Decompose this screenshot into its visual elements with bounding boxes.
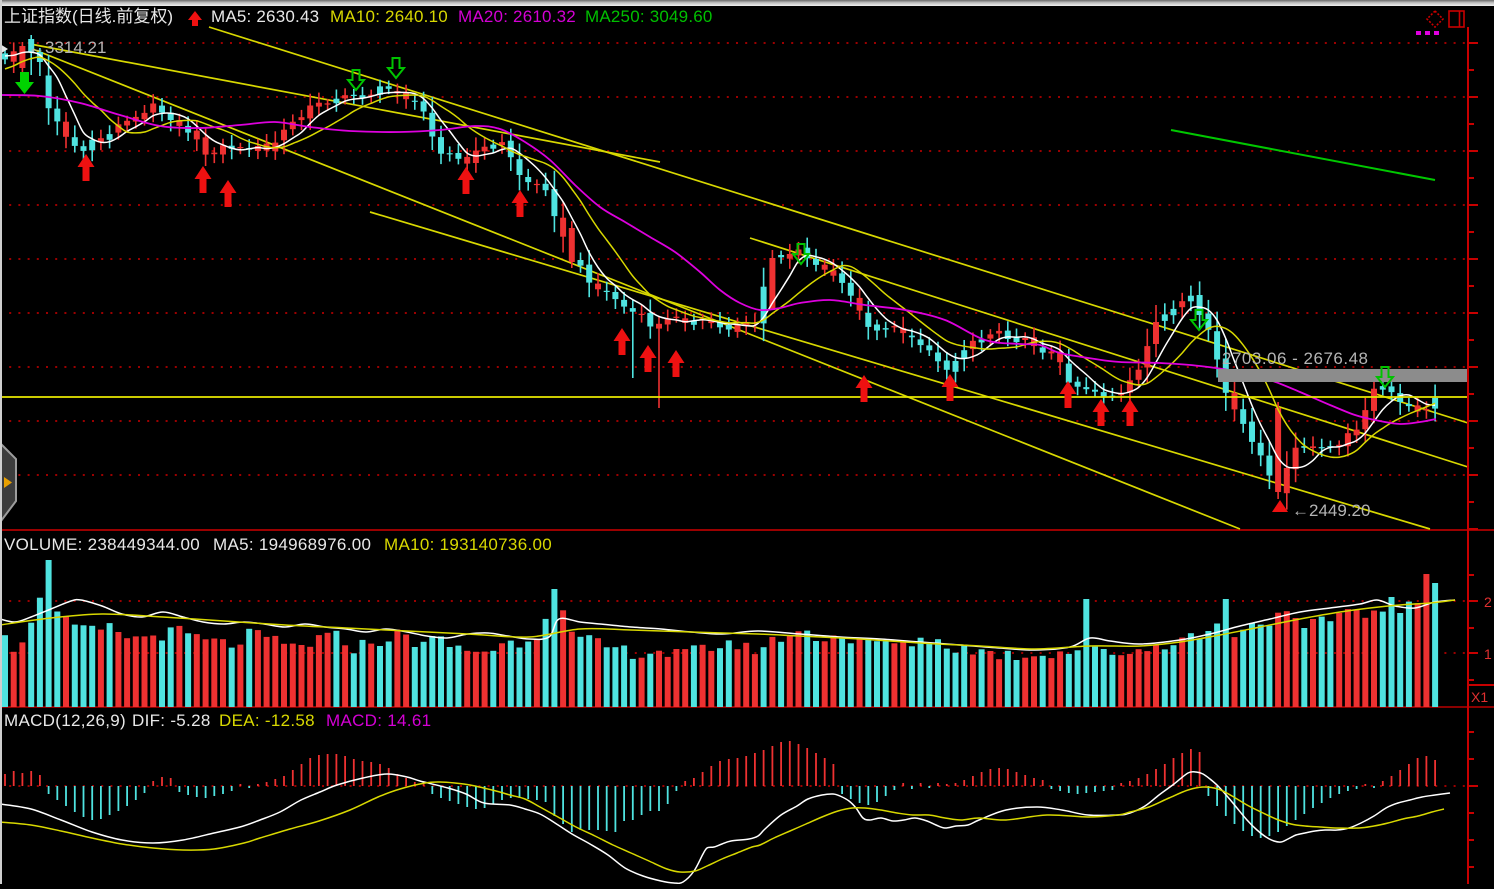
svg-text:上证指数(日线.前复权): 上证指数(日线.前复权): [4, 7, 173, 26]
svg-text:MA5: 194968976.00: MA5: 194968976.00: [213, 535, 371, 554]
svg-text:MA10: 2640.10: MA10: 2640.10: [330, 7, 448, 26]
svg-text:MA20: 2610.32: MA20: 2610.32: [458, 7, 576, 26]
svg-text:MA10: 193140736.00: MA10: 193140736.00: [384, 535, 552, 554]
svg-text:1: 1: [1484, 646, 1492, 662]
svg-text:←2449.20: ←2449.20: [1292, 501, 1370, 520]
svg-text:MA5: 2630.43: MA5: 2630.43: [211, 7, 319, 26]
svg-text:MACD: 14.61: MACD: 14.61: [326, 711, 431, 730]
svg-text:2703.06 - 2676.48: 2703.06 - 2676.48: [1222, 349, 1369, 368]
svg-text:X1: X1: [1471, 689, 1488, 705]
svg-text:MA250: 3049.60: MA250: 3049.60: [585, 7, 713, 26]
svg-text:MACD(12,26,9): MACD(12,26,9): [4, 711, 126, 730]
svg-text:DIF: -5.28: DIF: -5.28: [132, 711, 211, 730]
svg-text:←3314.21: ←3314.21: [28, 38, 106, 57]
svg-text:DEA: -12.58: DEA: -12.58: [219, 711, 315, 730]
svg-text:VOLUME: 238449344.00: VOLUME: 238449344.00: [4, 535, 200, 554]
svg-text:2: 2: [1484, 594, 1492, 610]
